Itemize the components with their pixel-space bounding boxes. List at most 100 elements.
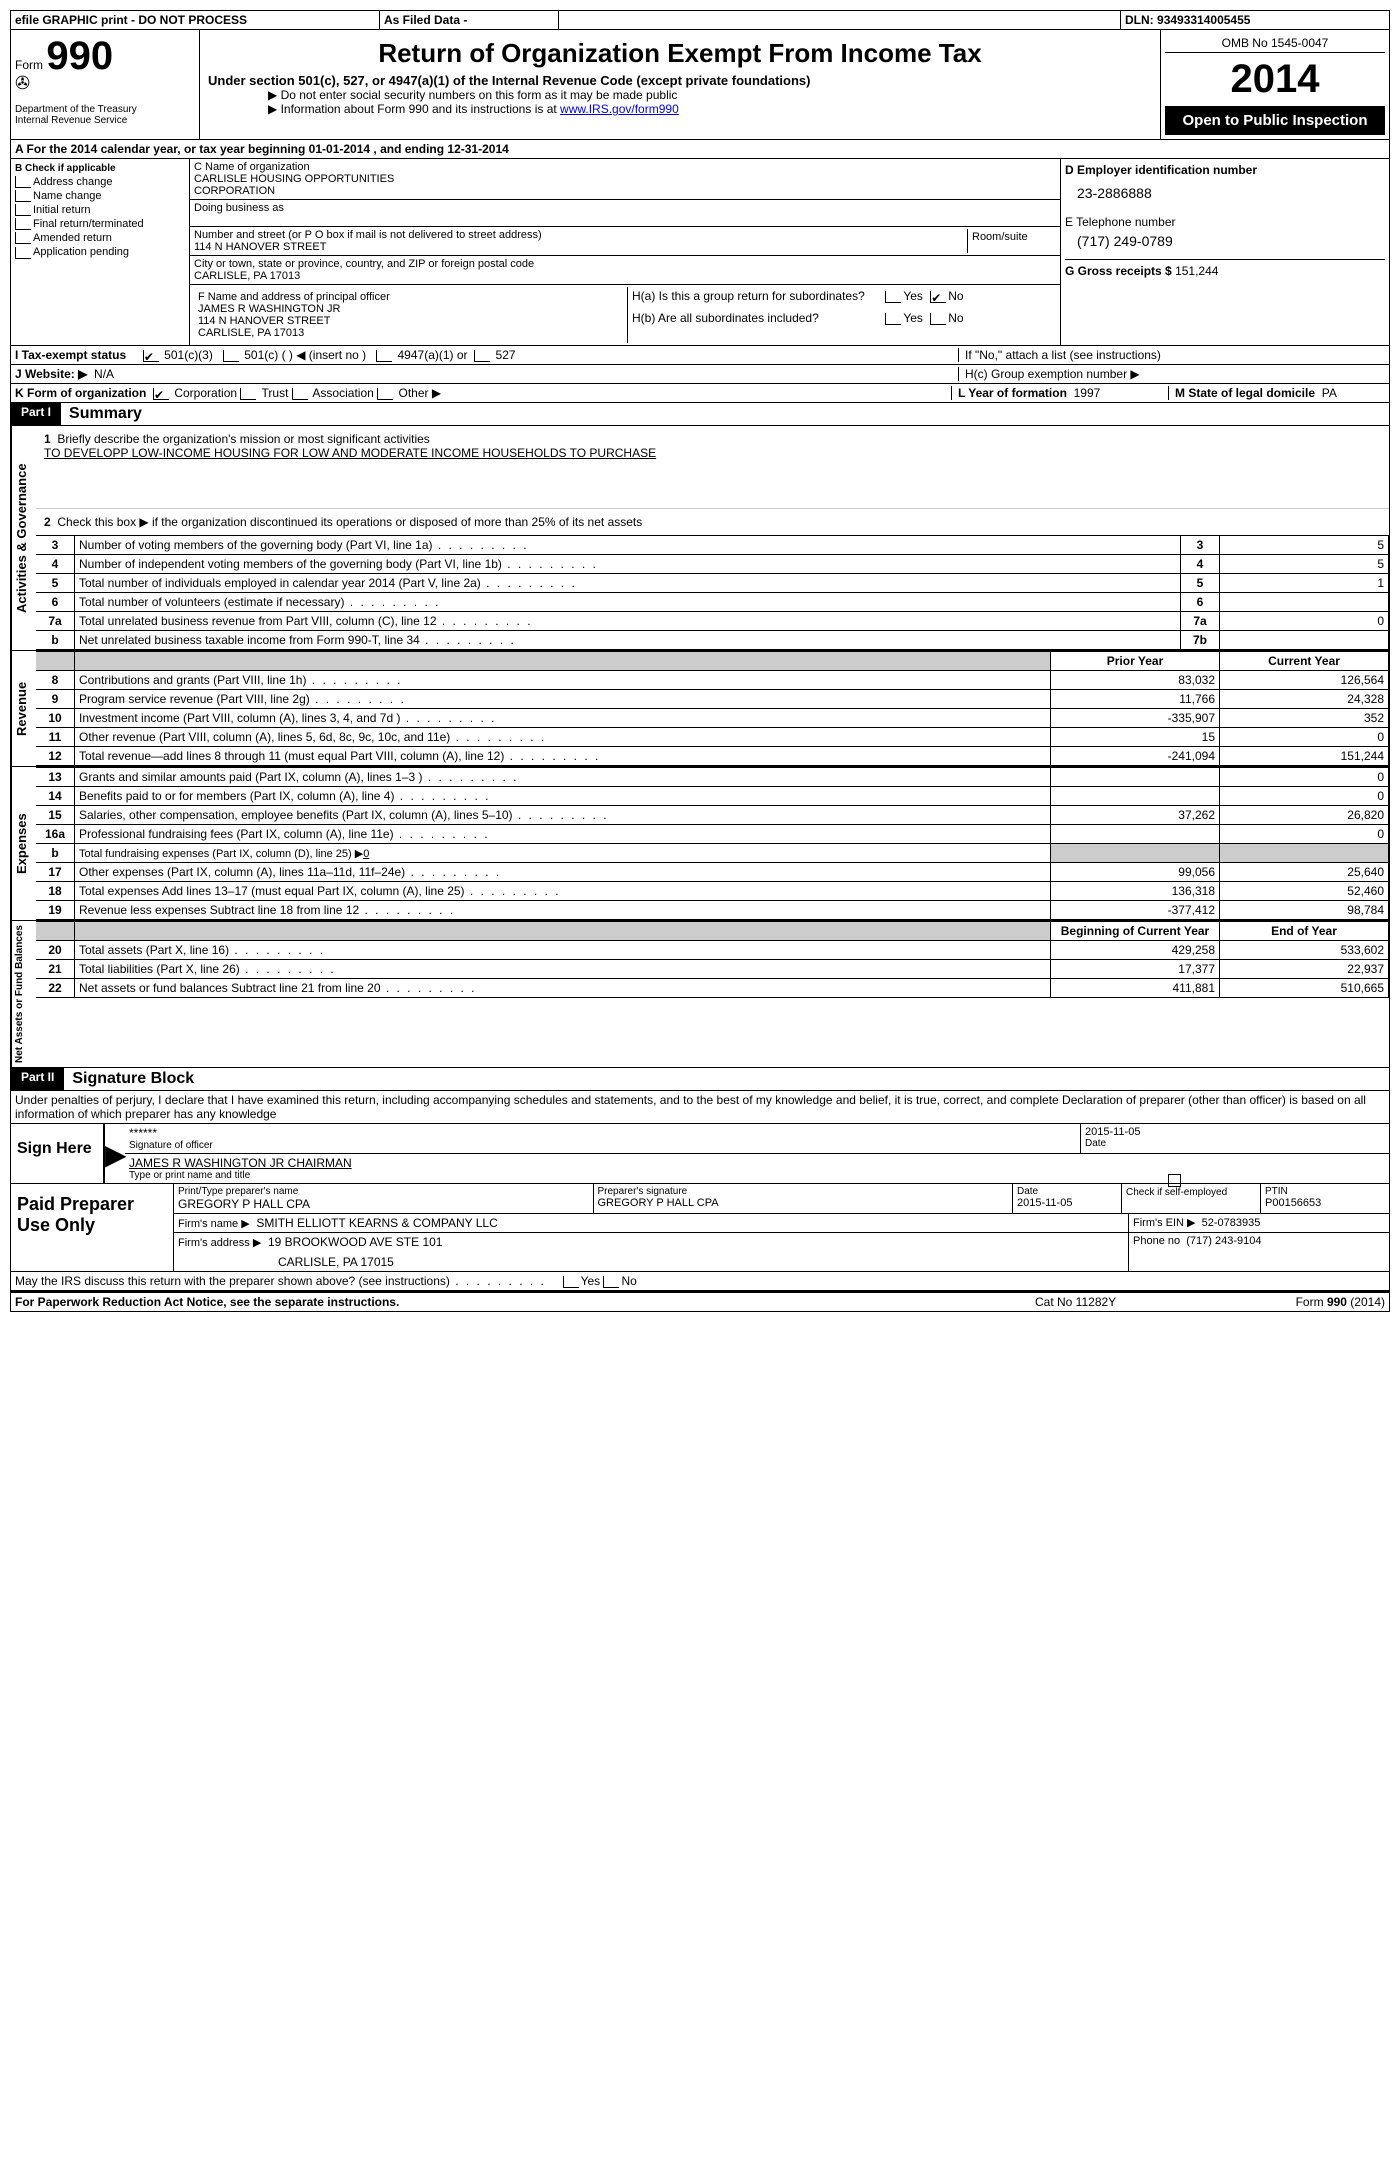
irs-discuss-row: May the IRS discuss this return with the… xyxy=(10,1272,1390,1291)
check-group-no[interactable]: ✔ xyxy=(930,291,946,303)
firm-addr1: 19 BROOKWOOD AVE STE 101 xyxy=(268,1235,443,1249)
dln-label: DLN: xyxy=(1125,13,1154,27)
check-name-change[interactable] xyxy=(15,190,31,202)
check-501c[interactable] xyxy=(223,350,239,362)
form-title: Return of Organization Exempt From Incom… xyxy=(208,38,1152,69)
firm-name: SMITH ELLIOTT KEARNS & COMPANY LLC xyxy=(256,1216,497,1230)
form-footer: Form 990 (2014) xyxy=(1235,1295,1385,1309)
col-c-org: C Name of organization CARLISLE HOUSING … xyxy=(190,159,1061,345)
row-j: J Website: ▶ N/A H(c) Group exemption nu… xyxy=(10,365,1390,384)
check-group-yes[interactable] xyxy=(885,291,901,303)
ptin-value: P00156653 xyxy=(1265,1197,1385,1209)
gross-value: 151,244 xyxy=(1175,264,1218,278)
form-subtitle-1: Under section 501(c), 527, or 4947(a)(1)… xyxy=(208,73,1152,88)
efile-notice: efile GRAPHIC print - DO NOT PROCESS xyxy=(11,11,380,29)
i-label: I Tax-exempt status xyxy=(15,348,126,362)
check-final-return[interactable] xyxy=(15,218,31,230)
form-number: 990 xyxy=(46,34,113,79)
b-label: B Check if applicable xyxy=(15,163,185,174)
check-other[interactable] xyxy=(377,388,393,400)
check-self-employed[interactable] xyxy=(1168,1174,1181,1187)
form-subtitle-3: ▶ Information about Form 990 and its ins… xyxy=(268,102,560,116)
org-name-label: C Name of organization xyxy=(194,161,1056,173)
l-label: L Year of formation xyxy=(958,386,1067,400)
paid-preparer-label: Paid Preparer Use Only xyxy=(11,1184,174,1271)
check-corporation[interactable]: ✔ xyxy=(153,388,169,400)
firm-name-label: Firm's name ▶ xyxy=(178,1218,250,1230)
part1-label: Part I xyxy=(11,403,61,425)
check-4947[interactable] xyxy=(376,350,392,362)
omb-number: OMB No 1545-0047 xyxy=(1165,34,1385,53)
part2-header: Part II Signature Block xyxy=(10,1068,1390,1091)
check-trust[interactable] xyxy=(240,388,256,400)
col-b-checks: B Check if applicable Address change Nam… xyxy=(11,159,190,345)
firm-addr-label: Firm's address ▶ xyxy=(178,1237,261,1249)
vert-netassets: Net Assets or Fund Balances xyxy=(11,921,36,1067)
vert-activities: Activities & Governance xyxy=(11,426,36,650)
check-527[interactable] xyxy=(474,350,490,362)
street-label: Number and street (or P O box if mail is… xyxy=(194,229,967,241)
check-application-pending[interactable] xyxy=(15,247,31,259)
sig-date: 2015-11-05 xyxy=(1085,1126,1385,1138)
summary-table-top: 3 Number of voting members of the govern… xyxy=(36,535,1389,650)
firm-phone: (717) 243-9104 xyxy=(1186,1235,1261,1247)
firm-addr2: CARLISLE, PA 17015 xyxy=(278,1255,1124,1269)
part1-header: Part I Summary xyxy=(10,403,1390,426)
prep-sig-label: Preparer's signature xyxy=(598,1186,1009,1197)
tax-year: 2014 xyxy=(1165,57,1385,102)
form-header: Form 990 ✇ Department of the Treasury In… xyxy=(10,30,1390,140)
check-sub-yes[interactable] xyxy=(885,313,901,325)
officer-label: F Name and address of principal officer xyxy=(198,291,623,303)
paperwork-notice: For Paperwork Reduction Act Notice, see … xyxy=(15,1295,1035,1309)
sign-here-label: Sign Here xyxy=(11,1124,105,1183)
year-formation: 1997 xyxy=(1074,386,1101,400)
ptin-label: PTIN xyxy=(1265,1186,1385,1197)
check-initial-return[interactable] xyxy=(15,204,31,216)
netassets-table: Beginning of Current Year End of Year20 … xyxy=(36,921,1389,998)
row-klm: K Form of organization ✔ Corporation Tru… xyxy=(10,384,1390,403)
city-value: CARLISLE, PA 17013 xyxy=(194,270,1056,282)
check-sub-no[interactable] xyxy=(930,313,946,325)
irs-form990-link[interactable]: www.IRS.gov/form990 xyxy=(560,102,679,116)
check-501c3[interactable]: ✔ xyxy=(143,350,159,362)
ein-label: D Employer identification number xyxy=(1065,163,1385,177)
self-employed-label: Check if self-employed xyxy=(1126,1187,1227,1198)
firm-ein-label: Firm's EIN ▶ xyxy=(1133,1217,1196,1229)
prep-name: GREGORY P HALL CPA xyxy=(178,1197,589,1211)
room-suite-label: Room/suite xyxy=(967,229,1056,253)
check-association[interactable] xyxy=(292,388,308,400)
open-public: Open to Public Inspection xyxy=(1165,106,1385,135)
check-discuss-yes[interactable] xyxy=(563,1276,579,1288)
tax-year-line: A For the 2014 calendar year, or tax yea… xyxy=(10,140,1390,159)
org-name-2: CORPORATION xyxy=(194,185,1056,197)
org-name-1: CARLISLE HOUSING OPPORTUNITIES xyxy=(194,173,1056,185)
hb2-text: If "No," attach a list (see instructions… xyxy=(958,348,1385,362)
j-label: J Website: ▶ xyxy=(15,367,87,381)
phone-value: (717) 249-0789 xyxy=(1077,233,1385,249)
check-amended[interactable] xyxy=(15,232,31,244)
street-value: 114 N HANOVER STREET xyxy=(194,241,967,253)
check-discuss-no[interactable] xyxy=(603,1276,619,1288)
col-d-ein: D Employer identification number 23-2886… xyxy=(1061,159,1389,345)
form-subtitle-2: ▶ Do not enter social security numbers o… xyxy=(268,88,1152,102)
website-value: N/A xyxy=(94,367,114,381)
revenue-table: Prior Year Current Year8 Contributions a… xyxy=(36,651,1389,766)
mission-text: TO DEVELOPP LOW-INCOME HOUSING FOR LOW A… xyxy=(44,446,656,460)
check-address-change[interactable] xyxy=(15,176,31,188)
prep-date-label: Date xyxy=(1017,1186,1117,1197)
phone-label: E Telephone number xyxy=(1065,215,1385,229)
part2-label: Part II xyxy=(11,1068,64,1090)
firm-ein: 52-0783935 xyxy=(1202,1217,1261,1229)
firm-phone-label: Phone no xyxy=(1133,1235,1180,1247)
gross-label: G Gross receipts $ xyxy=(1065,264,1172,278)
prep-sig: GREGORY P HALL CPA xyxy=(598,1197,1009,1209)
officer-street: 114 N HANOVER STREET xyxy=(198,315,623,327)
vert-revenue: Revenue xyxy=(11,651,36,766)
sig-date-label: Date xyxy=(1085,1138,1385,1149)
vert-expenses: Expenses xyxy=(11,767,36,920)
state-domicile: PA xyxy=(1322,386,1337,400)
dln-value: 93493314005455 xyxy=(1157,13,1250,27)
prep-name-label: Print/Type preparer's name xyxy=(178,1186,589,1197)
sig-stars: ****** xyxy=(129,1126,1076,1140)
sig-officer-label: Signature of officer xyxy=(129,1140,1076,1151)
